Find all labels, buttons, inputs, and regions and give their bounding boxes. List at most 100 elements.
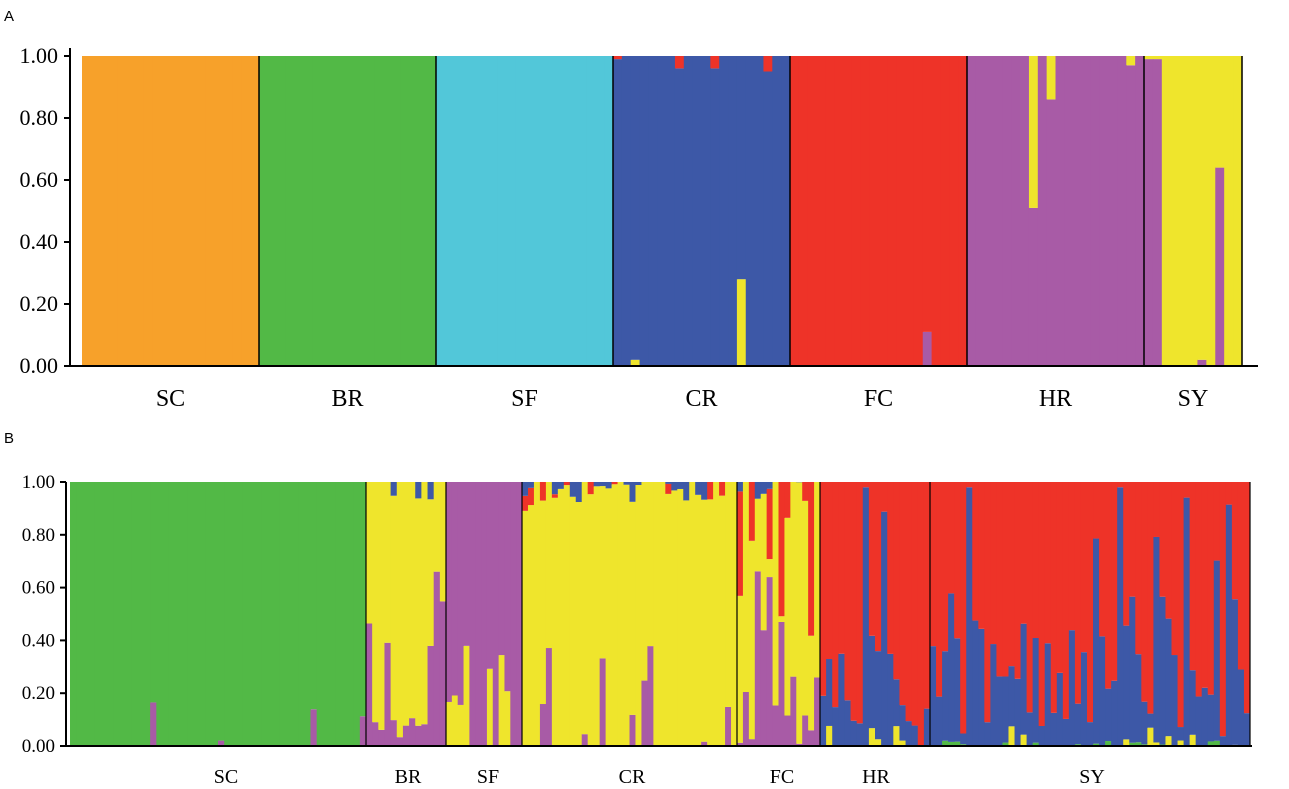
bar-SF-9-k1	[498, 655, 505, 746]
bar-CR-24-k4	[665, 482, 672, 484]
bar-BR-2-k1	[378, 482, 385, 730]
bar-FC-2-k3	[748, 482, 756, 541]
bar-SF-19-k2	[604, 56, 614, 366]
bar-SY-35-k4	[1141, 701, 1148, 745]
bar-HR-3-k5	[993, 56, 1003, 366]
bar-HR-2-k3	[832, 482, 839, 708]
bar-SY-38-k3	[1159, 482, 1166, 597]
population-label-SC: SC	[156, 386, 185, 412]
bar-CR-5-k4	[551, 482, 559, 495]
bar-HR-14-k5	[1090, 56, 1101, 366]
bar-SY-28-k3	[1099, 482, 1106, 637]
bar-SY-32-k1	[1123, 739, 1130, 746]
bar-CR-21-k2	[647, 646, 654, 746]
bar-SC-45-k0	[347, 482, 355, 746]
bar-CR-11-k1	[587, 494, 595, 746]
bar-SY-52-k4	[1243, 713, 1251, 746]
y-tick-label: 0.20	[22, 683, 55, 704]
bar-BR-10-k4	[427, 482, 435, 500]
bar-FC-16-k4	[931, 56, 942, 366]
bar-SY-25-k3	[1080, 482, 1088, 653]
bar-SY-24-k4	[1074, 703, 1082, 745]
y-tick-label: 0.00	[20, 353, 59, 378]
bar-BR-8-k4	[415, 482, 422, 499]
bar-CR-3-k3	[639, 56, 649, 366]
bar-FC-6-k4	[843, 56, 853, 366]
bar-HR-8-k1	[868, 728, 876, 746]
bar-SC-39-k2	[310, 709, 318, 746]
bar-CR-12-k1	[593, 486, 601, 746]
bar-HR-10-k4	[881, 511, 888, 746]
bar-FC-4-k4	[760, 482, 768, 494]
bar-BR-10-k1	[427, 499, 435, 646]
bar-SY-14-k4	[1014, 678, 1022, 746]
bar-FC-15-k5	[922, 331, 933, 366]
y-tick-label: 0.20	[20, 291, 59, 316]
bar-FC-6-k1	[772, 482, 779, 706]
bar-SF-0-k1	[446, 701, 453, 746]
bar-SY-11-k3	[996, 482, 1003, 677]
y-tick-label: 1.00	[22, 472, 55, 493]
bar-CR-2-k6	[630, 359, 641, 366]
bar-CR-11-k3	[710, 68, 720, 367]
bar-SY-52-k3	[1243, 482, 1251, 714]
bar-HR-15-k3	[911, 482, 919, 726]
bar-BR-12-k2	[439, 601, 447, 746]
bar-HR-3-k4	[838, 653, 845, 746]
bar-SF-11-k2	[510, 482, 517, 746]
bar-SF-14-k2	[559, 56, 570, 366]
bar-CR-15-k3	[611, 482, 619, 485]
bar-CR-25-k4	[671, 482, 678, 491]
bar-SY-31-k3	[1117, 482, 1124, 488]
bar-CR-7-k3	[563, 482, 571, 486]
population-label-FC: FC	[770, 766, 794, 788]
bar-SC-13-k0	[197, 56, 207, 366]
bar-SY-29-k3	[1105, 482, 1112, 689]
bar-HR-8-k5	[1037, 56, 1048, 366]
bar-HR-18-k6	[1126, 56, 1136, 66]
bar-SF-10-k1	[504, 691, 511, 746]
bar-CR-1-k1	[527, 505, 535, 746]
bar-SY-9-k4	[984, 722, 991, 746]
bar-SC-21-k0	[199, 482, 207, 746]
bar-HR-0-k3	[820, 482, 827, 696]
bar-CR-12-k3	[719, 56, 729, 366]
bar-HR-14-k4	[905, 721, 913, 746]
bar-CR-12-k4	[593, 482, 601, 487]
bar-FC-5-k2	[766, 577, 774, 746]
bar-HR-17-k3	[923, 482, 931, 709]
bar-SY-45-k4	[1201, 687, 1209, 746]
bar-SF-11-k2	[533, 56, 543, 366]
bar-SY-8-k5	[1215, 167, 1225, 366]
bar-SY-26-k4	[1086, 722, 1094, 746]
bar-SC-22-k0	[205, 482, 213, 746]
bar-BR-3-k1	[285, 56, 295, 366]
bar-SF-3-k2	[463, 482, 470, 646]
bar-SF-3-k1	[463, 645, 470, 746]
bar-SY-5-k6	[1188, 56, 1199, 366]
bar-BR-8-k1	[329, 56, 340, 366]
bar-HR-1-k4	[826, 659, 833, 726]
bar-SY-15-k3	[1020, 482, 1028, 624]
bar-SY-32-k3	[1123, 482, 1130, 626]
bar-SC-1-k0	[76, 482, 83, 746]
bar-CR-27-k1	[683, 500, 690, 746]
bar-SY-16-k3	[1026, 482, 1034, 713]
bar-HR-16-k3	[917, 482, 925, 746]
bar-SY-40-k3	[1171, 482, 1179, 656]
bar-CR-7-k1	[563, 485, 571, 746]
bar-SY-19-k3	[1044, 482, 1052, 644]
bar-HR-15-k5	[1099, 56, 1110, 366]
bar-SY-29-k0	[1105, 741, 1112, 746]
bar-SY-31-k4	[1117, 487, 1124, 746]
bar-CR-11-k4	[710, 56, 720, 69]
bar-CR-27-k4	[683, 482, 690, 501]
bar-CR-15-k3	[745, 56, 756, 366]
bar-SF-15-k2	[568, 56, 579, 366]
bar-SF-12-k2	[516, 482, 523, 746]
bar-HR-7-k6	[1028, 56, 1039, 208]
bar-SC-3-k0	[88, 482, 96, 746]
bar-SC-24-k2	[218, 740, 225, 746]
bar-SC-12-k0	[188, 56, 198, 366]
population-label-SC: SC	[214, 766, 238, 788]
